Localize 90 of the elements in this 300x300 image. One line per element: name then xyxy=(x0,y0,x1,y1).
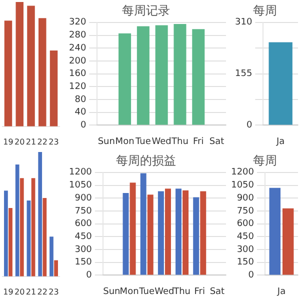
bar xyxy=(8,208,12,276)
bar xyxy=(118,33,132,125)
x-tick-label: Fri xyxy=(194,286,205,297)
bar xyxy=(50,236,54,276)
y-tick-label: 300 xyxy=(74,244,92,255)
y-tick-label: 750 xyxy=(236,206,254,216)
x-tick-label: Sat xyxy=(210,286,226,297)
x-tick-label: Sun xyxy=(103,286,120,297)
y-tick-label: 1200 xyxy=(231,168,254,178)
x-tick-label: Sun xyxy=(98,136,115,147)
y-tick-label: 900 xyxy=(236,193,254,204)
y-tick-label: 0 xyxy=(248,270,254,281)
chart-title: 每周的损益 xyxy=(116,153,176,168)
bar xyxy=(192,29,205,125)
bar xyxy=(130,182,136,275)
bar xyxy=(16,2,24,126)
chart-title: 每周 xyxy=(253,3,277,18)
y-tick-label: 310 xyxy=(234,18,252,28)
x-tick-label: 20 xyxy=(14,287,25,296)
chart-title: 每周记录 xyxy=(122,3,170,18)
x-tick-label: 19 xyxy=(3,287,14,296)
y-tick-label: 600 xyxy=(74,219,92,230)
x-tick-label: Tue xyxy=(134,136,152,147)
y-tick-label: 750 xyxy=(74,206,92,216)
x-tick-label: Mon xyxy=(120,286,139,297)
y-tick-label: 40 xyxy=(74,108,86,118)
bar xyxy=(50,50,58,126)
x-tick-label: 22 xyxy=(37,287,48,296)
y-tick-label: 200 xyxy=(68,56,86,66)
y-tick-label: 320 xyxy=(68,18,86,28)
x-tick-label: Ja xyxy=(276,136,285,147)
y-tick-label: 160 xyxy=(68,69,86,80)
y-tick-label: 1050 xyxy=(69,180,92,191)
y-tick-label: 1200 xyxy=(69,168,92,178)
y-tick-label: 0 xyxy=(80,120,86,131)
chart-title: 每周 xyxy=(253,153,277,168)
y-tick-label: 600 xyxy=(236,219,254,230)
y-tick-label: 1050 xyxy=(231,180,254,191)
x-tick-label: 21 xyxy=(26,137,36,146)
bar xyxy=(193,197,200,275)
x-tick-label: 22 xyxy=(37,137,48,146)
bar xyxy=(164,188,171,275)
bar xyxy=(158,191,164,275)
x-tick-label: 21 xyxy=(26,287,36,296)
y-tick-label: 120 xyxy=(68,82,86,92)
y-tick-label: 0 xyxy=(86,270,92,281)
x-tick-label: 20 xyxy=(14,137,25,146)
x-tick-label: Wed xyxy=(152,136,172,147)
bar xyxy=(15,164,20,276)
bar xyxy=(31,178,36,276)
bar xyxy=(4,20,12,126)
y-tick-label: 80 xyxy=(74,94,86,105)
y-tick-label: 150 xyxy=(74,258,92,268)
x-tick-label: Tue xyxy=(138,286,156,297)
y-tick-label: 300 xyxy=(236,244,254,255)
y-tick-label: 150 xyxy=(236,258,254,268)
bar xyxy=(155,25,168,125)
bar xyxy=(200,191,206,275)
y-tick-label: 900 xyxy=(74,193,92,204)
x-tick-label: 23 xyxy=(48,137,59,146)
bar xyxy=(136,26,150,125)
bar xyxy=(174,24,186,125)
bar xyxy=(147,194,154,275)
x-tick-label: Mon xyxy=(115,136,134,147)
bar xyxy=(26,200,31,276)
bar xyxy=(38,152,42,276)
bar xyxy=(42,198,47,276)
bar xyxy=(176,188,182,275)
bar xyxy=(4,190,8,276)
x-tick-label: Thu xyxy=(172,286,190,297)
x-tick-label: 19 xyxy=(3,137,14,146)
x-tick-label: Fri xyxy=(193,136,204,147)
bar xyxy=(27,6,35,126)
y-tick-label: 450 xyxy=(74,232,92,242)
y-tick-label: 450 xyxy=(236,232,254,242)
x-tick-label: Ja xyxy=(276,286,286,297)
y-tick-label: 155 xyxy=(234,69,252,80)
bar xyxy=(182,190,189,275)
bar xyxy=(140,173,146,275)
y-tick-label: 240 xyxy=(68,43,86,54)
bar xyxy=(122,192,129,275)
bar xyxy=(54,260,58,276)
x-tick-label: Thu xyxy=(170,136,188,147)
y-tick-label: 280 xyxy=(68,30,86,41)
x-tick-label: Sat xyxy=(209,136,225,147)
bar xyxy=(20,178,24,276)
x-tick-label: Wed xyxy=(154,286,174,297)
bar xyxy=(38,18,46,126)
x-tick-label: 23 xyxy=(48,287,59,296)
y-tick-label: 0 xyxy=(246,120,252,131)
